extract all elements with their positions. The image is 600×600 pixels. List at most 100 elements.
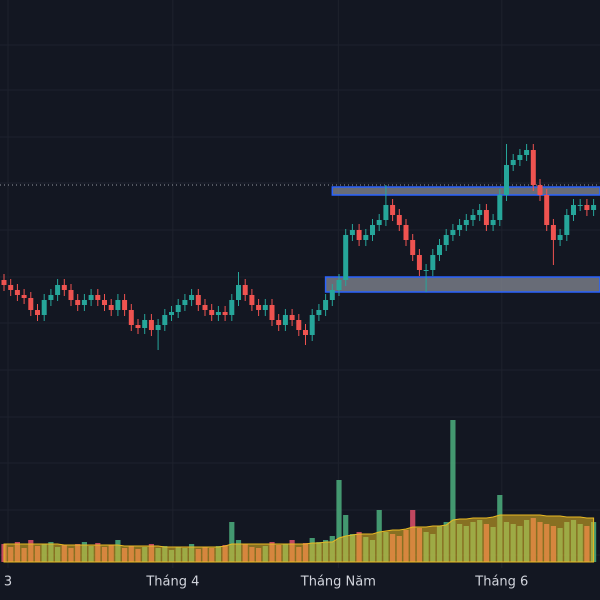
candle-body xyxy=(530,150,536,185)
candle-body xyxy=(584,205,590,210)
candle-body xyxy=(48,295,54,300)
candle-body xyxy=(477,210,483,215)
candle-body xyxy=(457,225,463,230)
candle-body xyxy=(81,300,87,305)
volume-bar xyxy=(450,420,456,562)
candle-body xyxy=(403,225,409,240)
candle-body xyxy=(95,295,101,300)
candle-body xyxy=(504,165,509,195)
candle-body xyxy=(175,305,181,312)
candle-body xyxy=(35,310,40,315)
x-tick-label: Tháng 6 xyxy=(474,575,528,590)
candle-body xyxy=(142,320,148,328)
candle-body xyxy=(215,312,221,315)
candle-body xyxy=(222,312,228,315)
candle-body xyxy=(390,205,396,215)
candle-body xyxy=(14,290,20,295)
candle-body xyxy=(282,315,288,325)
candle-body xyxy=(242,285,248,295)
candle-body xyxy=(450,230,456,235)
candle-body xyxy=(437,245,442,255)
candle-body xyxy=(202,305,208,310)
candle-body xyxy=(370,225,375,235)
candle-body xyxy=(115,300,121,310)
candle-body xyxy=(430,255,436,270)
candle-body xyxy=(349,230,355,235)
x-tick-label: Tháng 4 xyxy=(145,575,199,590)
candle-body xyxy=(21,295,27,298)
candle-body xyxy=(376,220,382,225)
candle-body xyxy=(122,300,128,310)
candle-body xyxy=(249,295,255,305)
candle-body xyxy=(410,240,416,255)
candle-body xyxy=(416,255,422,270)
candle-body xyxy=(155,325,161,330)
candle-body xyxy=(343,235,349,280)
candle-body xyxy=(550,225,556,240)
candle-body xyxy=(591,205,597,210)
candle-body xyxy=(363,235,369,240)
candle-body xyxy=(483,210,489,225)
candle-body xyxy=(296,320,302,330)
candle-body xyxy=(41,300,47,315)
candle-body xyxy=(195,295,201,305)
candle-body xyxy=(336,280,342,290)
candle-body xyxy=(577,205,583,206)
candle-body xyxy=(269,305,275,320)
candle-body xyxy=(490,220,496,225)
zone xyxy=(331,186,600,196)
candle-body xyxy=(571,205,576,215)
candle-body xyxy=(209,310,215,315)
candle-body xyxy=(396,215,402,225)
candle-body xyxy=(75,300,81,305)
candle-body xyxy=(256,305,262,310)
candle-body xyxy=(289,315,295,320)
candle-body xyxy=(510,160,516,165)
candle-body xyxy=(557,235,563,240)
candle-body xyxy=(128,310,134,325)
candle-body xyxy=(276,320,282,325)
candle-body xyxy=(148,320,154,330)
zone xyxy=(324,276,600,293)
candle-body xyxy=(262,305,268,310)
x-tick-label: 3 xyxy=(4,575,12,590)
candle-body xyxy=(1,280,7,285)
candle-body xyxy=(383,205,389,220)
candle-body xyxy=(423,270,429,271)
candle-body xyxy=(28,298,34,310)
candle-body xyxy=(323,300,329,310)
candle-body xyxy=(8,285,14,290)
candle-body xyxy=(182,300,188,305)
volume-ma-area xyxy=(3,514,595,563)
candle-body xyxy=(537,185,543,195)
candle-body xyxy=(497,195,503,220)
candle-body xyxy=(564,215,570,235)
candle-body xyxy=(162,315,168,325)
candle-body xyxy=(88,295,94,300)
x-tick-label: Tháng Năm xyxy=(300,575,376,590)
candle-body xyxy=(68,290,74,300)
candle-body xyxy=(61,285,67,290)
candle-body xyxy=(303,330,308,335)
candle-body xyxy=(55,285,61,295)
volume-bar xyxy=(229,522,235,562)
candle-body xyxy=(356,230,362,240)
candle-body xyxy=(102,300,107,305)
candle-body xyxy=(544,195,550,225)
candle-body xyxy=(470,215,476,220)
candle-body xyxy=(329,290,335,300)
candle-body xyxy=(316,310,322,315)
candle-body xyxy=(108,305,114,310)
candle-body xyxy=(443,235,449,245)
candle-body xyxy=(309,315,315,335)
volume-bar xyxy=(336,480,342,562)
candle-body xyxy=(463,220,469,225)
candle-body xyxy=(189,295,195,300)
candle-body xyxy=(517,155,523,160)
candle-body xyxy=(236,285,241,300)
candle-body xyxy=(169,312,174,315)
candle-body xyxy=(135,325,141,328)
candle-body xyxy=(524,150,530,155)
